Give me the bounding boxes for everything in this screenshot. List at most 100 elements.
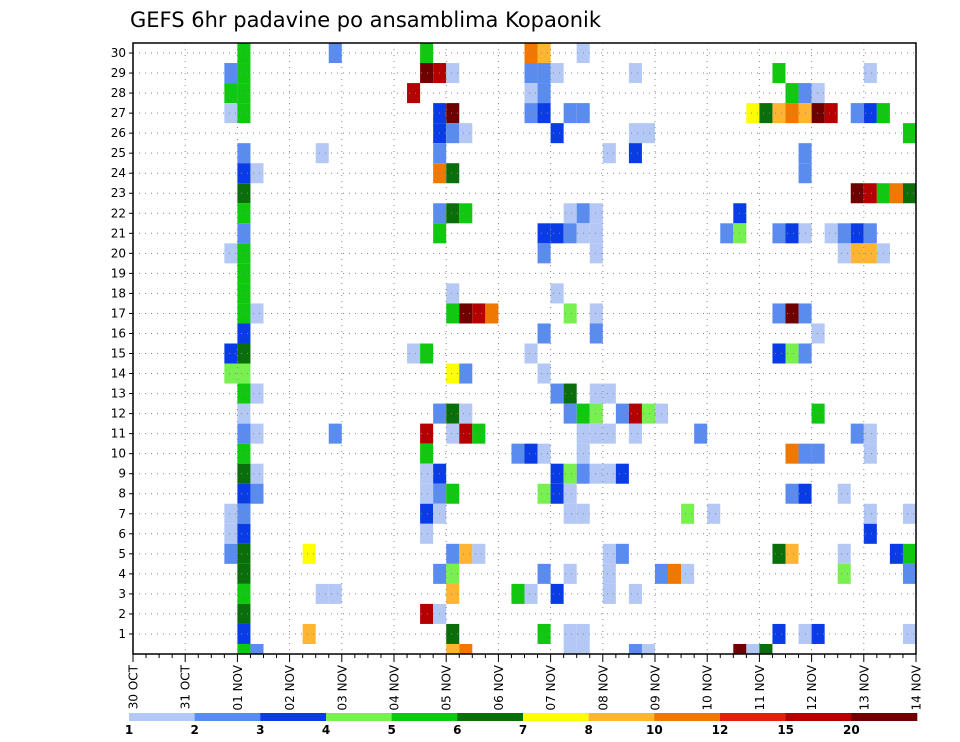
x-tick-label: 07 NOV: [544, 664, 558, 710]
heatmap-cell: [576, 643, 590, 654]
heatmap-cell: [237, 83, 251, 104]
heatmap-cell: [224, 363, 238, 384]
legend-label: 6: [453, 723, 461, 737]
heatmap-cell: [902, 503, 916, 524]
heatmap-cell: [850, 103, 864, 124]
heatmap-cell: [850, 183, 864, 204]
heatmap-cell: [237, 503, 251, 524]
y-tick-label: 19: [111, 266, 126, 280]
heatmap-cell: [537, 43, 551, 64]
heatmap-cell: [628, 423, 642, 444]
y-tick-label: 21: [111, 226, 126, 240]
heatmap-cell: [237, 363, 251, 384]
legend-label: 7: [519, 723, 527, 737]
heatmap-cell: [641, 643, 655, 654]
y-tick-label: 10: [111, 447, 126, 461]
legend-label: 10: [646, 723, 663, 737]
heatmap-cell: [237, 643, 251, 654]
heatmap-cell: [850, 423, 864, 444]
heatmap-cell: [446, 403, 460, 424]
heatmap-cell: [237, 63, 251, 84]
heatmap-cell: [237, 463, 251, 484]
heatmap-cell: [459, 123, 473, 144]
legend-swatch: [654, 713, 721, 721]
heatmap-cell: [250, 463, 264, 484]
legend-swatch: [391, 713, 458, 721]
heatmap-cell: [420, 503, 434, 524]
heatmap-cell: [237, 283, 251, 304]
heatmap-cell: [772, 623, 786, 644]
heatmap-cell: [863, 503, 877, 524]
heatmap-cell: [628, 643, 642, 654]
heatmap-cell: [328, 43, 342, 64]
heatmap-cell: [785, 303, 799, 324]
heatmap-cell: [563, 303, 577, 324]
heatmap-cell: [446, 623, 460, 644]
y-tick-label: 1: [118, 627, 126, 641]
heatmap-cell: [589, 243, 603, 264]
heatmap-cell: [902, 183, 916, 204]
heatmap-cell: [628, 403, 642, 424]
heatmap-cell: [420, 443, 434, 464]
heatmap-cell: [563, 503, 577, 524]
heatmap-cell: [772, 103, 786, 124]
y-tick-label: 5: [118, 547, 126, 561]
legend-label: 1: [125, 723, 133, 737]
heatmap-cell: [850, 243, 864, 264]
heatmap-cell: [237, 403, 251, 424]
heatmap-cell: [237, 443, 251, 464]
heatmap-cell: [420, 463, 434, 484]
heatmap-cell: [446, 163, 460, 184]
heatmap-cell: [602, 143, 616, 164]
color-legend: 1 2 3 4 5 6 7 8 10 12 15 20: [125, 713, 918, 737]
y-tick-label: 7: [118, 507, 126, 521]
heatmap-cell: [902, 623, 916, 644]
heatmap-cell: [863, 223, 877, 244]
heatmap-cell: [237, 103, 251, 124]
heatmap-cell: [589, 223, 603, 244]
heatmap-cell: [863, 243, 877, 264]
heatmap-cell: [446, 423, 460, 444]
y-tick-label: 23: [111, 186, 126, 200]
chart-title: GEFS 6hr padavine po ansamblima Kopaonik: [130, 8, 602, 32]
heatmap-cell: [863, 443, 877, 464]
heatmap-cell: [837, 223, 851, 244]
x-tick-label: 30 OCT: [127, 664, 141, 709]
y-tick-label: 12: [111, 407, 126, 421]
heatmap-cell: [589, 323, 603, 344]
heatmap-cell: [615, 463, 629, 484]
heatmap-cell: [537, 563, 551, 584]
y-axis-ticks: 1234567891011121314151617181920212223242…: [111, 46, 133, 641]
heatmap-cell: [563, 103, 577, 124]
heatmap-cell: [707, 503, 721, 524]
x-tick-label: 13 NOV: [857, 664, 871, 710]
heatmap-cell: [537, 223, 551, 244]
heatmap-cell: [472, 423, 486, 444]
heatmap-cell: [237, 383, 251, 404]
heatmap-cell: [824, 223, 838, 244]
heatmap-cell: [785, 83, 799, 104]
heatmap-cell: [250, 643, 264, 654]
heatmap-cell: [524, 443, 538, 464]
legend-swatch: [588, 713, 655, 721]
legend-swatch: [194, 713, 261, 721]
y-tick-label: 6: [118, 527, 126, 541]
x-tick-label: 14 NOV: [910, 664, 924, 710]
y-tick-label: 20: [111, 246, 126, 260]
heatmap-cell: [237, 523, 251, 544]
y-tick-label: 26: [111, 126, 126, 140]
y-tick-label: 17: [111, 306, 126, 320]
heatmap-cell: [446, 63, 460, 84]
heatmap-cell: [863, 103, 877, 124]
y-tick-label: 3: [118, 587, 126, 601]
heatmap-cell: [537, 483, 551, 504]
heatmap-cell: [224, 103, 238, 124]
heatmap-cell: [459, 303, 473, 324]
heatmap-cell: [889, 543, 903, 564]
heatmap-cell: [902, 123, 916, 144]
heatmap-cell: [250, 383, 264, 404]
heatmap-cell: [863, 183, 877, 204]
heatmap-cell: [524, 43, 538, 64]
y-tick-label: 14: [111, 367, 126, 381]
x-tick-label: 03 NOV: [335, 664, 349, 710]
